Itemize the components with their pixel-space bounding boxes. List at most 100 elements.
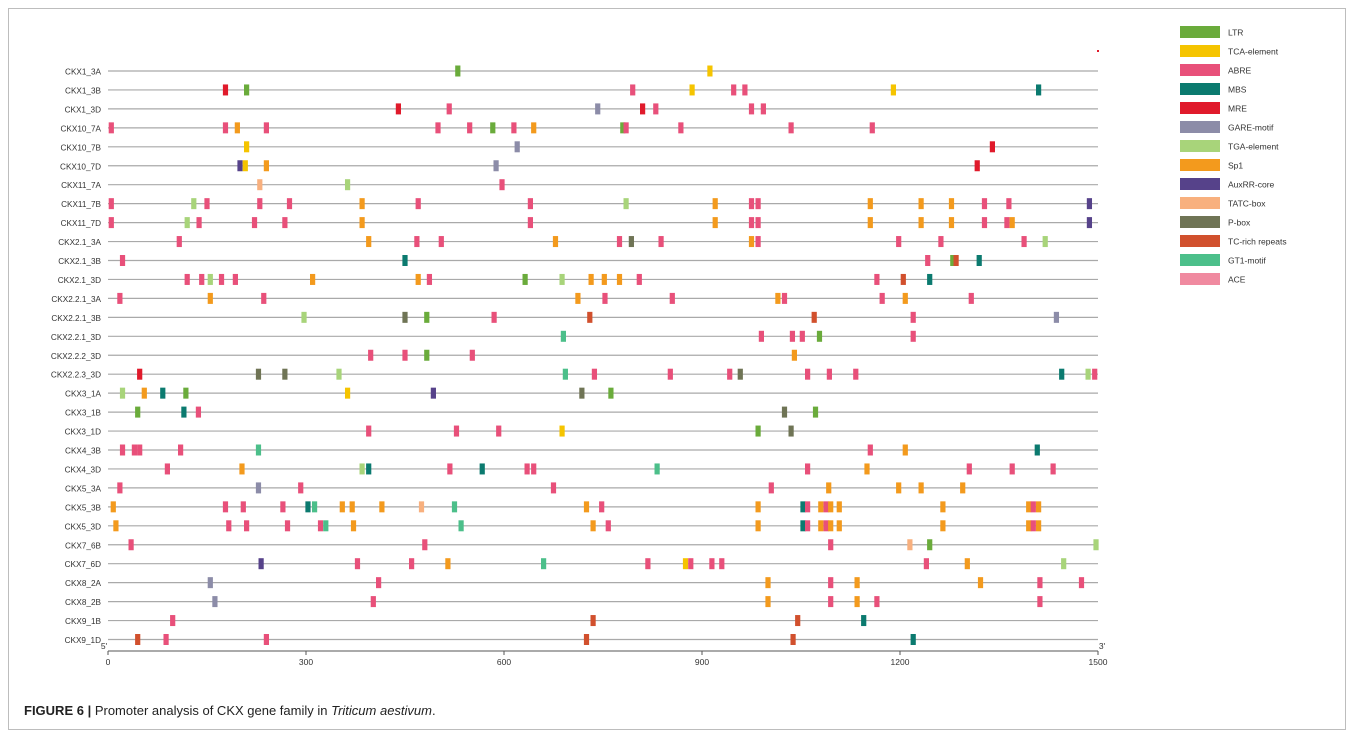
element-mark-mbs (1036, 84, 1042, 96)
element-mark-sp1 (902, 292, 908, 304)
element-mark-sp1 (141, 387, 147, 399)
element-mark-tga-element (119, 387, 126, 399)
gene-row-ckx1-3d: CKX1_3D (65, 103, 1098, 115)
element-mark-gt1-motif (255, 444, 262, 456)
element-mark-abre (222, 501, 229, 513)
element-mark-sp1 (854, 596, 860, 608)
element-mark-tga-element (623, 198, 629, 210)
element-mark-sp1 (1036, 501, 1042, 513)
gene-label: CKX10_7A (60, 124, 101, 133)
gene-row-ckx3-1a: CKX3_1A (65, 387, 1098, 399)
element-mark-abre (805, 368, 811, 380)
element-mark-mre (395, 103, 401, 115)
legend-swatch (1180, 159, 1220, 171)
element-mark-p-box (781, 406, 788, 418)
element-mark-gt1-motif (451, 501, 458, 513)
element-mark-abre (1037, 577, 1043, 589)
element-mark-sp1 (379, 501, 385, 513)
gene-row-ckx2-2-3-3d: CKX2.2.3_3D (51, 368, 1098, 380)
legend-label: TCA-element (1228, 47, 1279, 57)
legend-label: TC-rich repeats (1228, 237, 1287, 247)
gene-row-ckx11-7b: CKX11_7B (61, 198, 1098, 210)
element-mark-tga-element (207, 273, 213, 285)
element-mark-abre (1078, 577, 1085, 589)
element-mark-p-box (788, 425, 794, 437)
element-mark-sp1 (575, 292, 581, 304)
element-mark-auxrr-core (1086, 217, 1093, 229)
gene-row-ckx5-3a: CKX5_3A (65, 482, 1098, 494)
element-mark-ltr (244, 84, 250, 96)
figure-frame (8, 8, 1346, 730)
element-mark-abre (826, 368, 832, 380)
element-mark-gt1-motif (458, 520, 464, 532)
gene-row-ckx10-7a: CKX10_7A (60, 122, 1098, 134)
element-mark-mre (974, 160, 980, 172)
element-mark-abre (823, 520, 829, 532)
element-mark-sp1 (977, 577, 984, 589)
element-mark-abre (755, 198, 761, 210)
caption-species: Triticum aestivum (331, 703, 432, 718)
element-mark-ltr (816, 330, 823, 342)
element-mark-sp1 (775, 292, 781, 304)
element-mark-sp1 (918, 217, 924, 229)
legend-label: ABRE (1228, 66, 1251, 76)
element-mark-abre (108, 217, 114, 229)
element-mark-abre (781, 292, 788, 304)
element-mark-sp1 (826, 482, 832, 494)
element-mark-abre (828, 596, 834, 608)
legend-item-tc-rich-repeats: TC-rich repeats (1180, 235, 1287, 247)
element-mark-abre (742, 84, 748, 96)
element-mark-abre (240, 501, 246, 513)
element-mark-abre (244, 520, 250, 532)
element-mark-tc-rich-repeats (587, 311, 593, 323)
element-mark-sp1 (359, 198, 365, 210)
element-mark-abre (176, 236, 182, 248)
element-mark-sp1 (867, 217, 873, 229)
element-mark-abre (616, 236, 623, 248)
element-mark-abre (409, 558, 415, 570)
gene-label: CKX5_3A (65, 484, 101, 493)
element-mark-abre (170, 615, 176, 627)
element-mark-sp1 (616, 273, 623, 285)
element-mark-tga-element (359, 463, 365, 475)
element-mark-gare-motif (212, 596, 218, 608)
element-mark-tc-rich-repeats (811, 311, 817, 323)
element-mark-p-box (579, 387, 585, 399)
x-tick-label: 600 (497, 657, 511, 667)
legend-item-auxrr-core: AuxRR-core (1180, 178, 1275, 190)
element-mark-abre (688, 558, 694, 570)
gene-label: CKX3_1B (65, 409, 101, 418)
gene-label: CKX9_1B (65, 617, 101, 626)
element-mark-sp1 (601, 273, 607, 285)
element-mark-sp1 (918, 482, 924, 494)
element-mark-abre (280, 501, 286, 513)
element-mark-abre (789, 330, 796, 342)
element-mark-sp1 (113, 520, 119, 532)
legend-label: AuxRR-core (1228, 180, 1275, 190)
element-mark-sp1 (1036, 520, 1042, 532)
element-mark-abre (968, 292, 974, 304)
element-mark-abre (874, 273, 880, 285)
element-mark-abre (636, 273, 642, 285)
element-mark-abre (805, 463, 811, 475)
legend-item-abre: ABRE (1180, 64, 1251, 76)
element-mark-sp1 (818, 501, 824, 513)
element-mark-abre (317, 520, 324, 532)
gene-label: CKX2.1_3D (58, 276, 101, 285)
gene-row-ckx1-3a: CKX1_3A (65, 65, 1098, 77)
element-mark-abre (426, 273, 433, 285)
element-mark-sp1 (867, 198, 873, 210)
element-mark-tc-rich-repeats (790, 634, 796, 645)
element-mark-mre (989, 141, 995, 153)
element-mark-abre (376, 577, 382, 589)
element-mark-tga-element (191, 198, 197, 210)
gene-row-ckx3-1b: CKX3_1B (65, 406, 1098, 418)
element-mark-abre (286, 198, 293, 210)
element-mark-abre (422, 539, 428, 551)
element-mark-abre (226, 520, 232, 532)
element-mark-abre (910, 311, 916, 323)
legend-label: Sp1 (1228, 161, 1243, 171)
legend: LTR TCA-element ABRE MBS MRE GARE-motif TGA-el… (1180, 26, 1287, 285)
element-mark-abre (731, 84, 737, 96)
